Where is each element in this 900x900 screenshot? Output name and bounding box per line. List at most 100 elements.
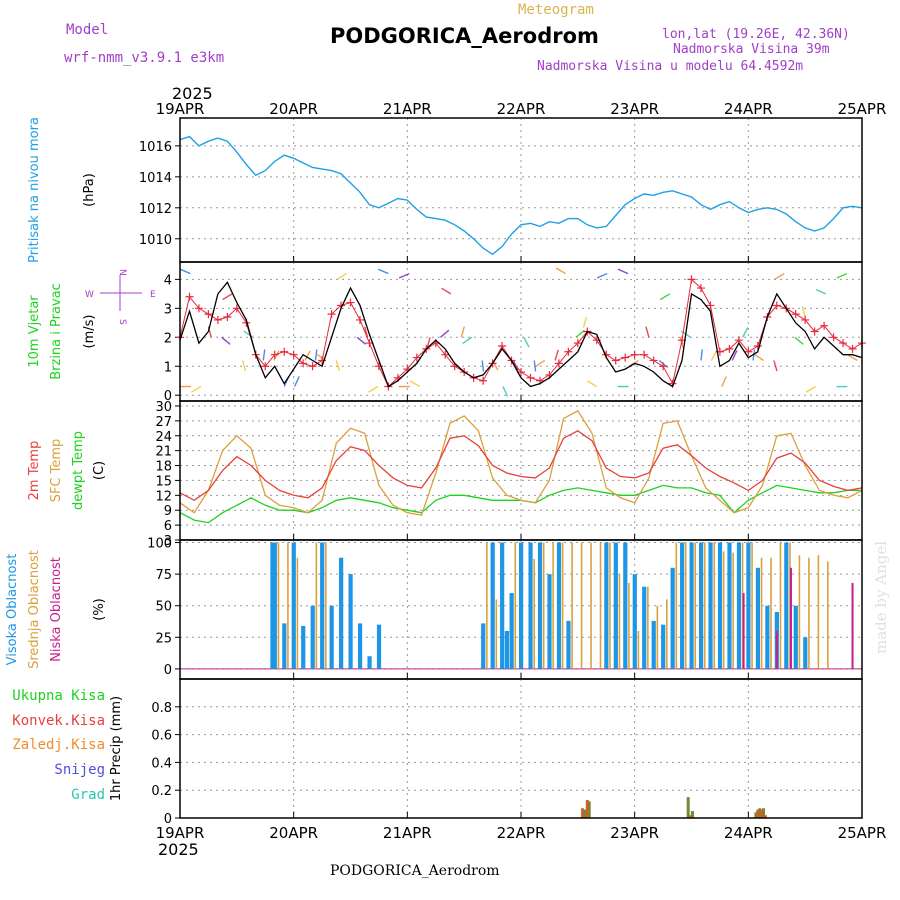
y-tick-label: 75 [155, 568, 172, 583]
y-tick-label: 24 [155, 430, 172, 445]
y-axis-label: Niska Oblacnost [49, 557, 64, 662]
wind-arrow [575, 329, 585, 338]
cloud-bar-high [367, 656, 372, 669]
y-tick-label: 15 [155, 474, 172, 489]
model-elevation-label: Nadmorska Visina u modelu 64.4592m [537, 59, 803, 74]
precip-bar [690, 811, 694, 818]
precip-bar [761, 808, 765, 818]
wind-gust-marker [280, 347, 289, 356]
wind-gust-marker [441, 350, 450, 359]
wind-arrow [462, 336, 473, 344]
cloud-bar-low [789, 567, 792, 669]
y-tick-label: 3 [164, 302, 172, 317]
wind-arrow [262, 349, 266, 361]
cloud-bar-high [642, 586, 647, 669]
y-tick-label: 0 [164, 663, 172, 678]
panel-frame [179, 400, 863, 541]
pressure-line [179, 135, 863, 256]
wind-arrow [364, 326, 369, 338]
cloud-bar-low [742, 593, 745, 669]
y-axis-label: dewpt Temp [71, 431, 86, 510]
cloud-bar-high [272, 542, 277, 669]
wind-gust-marker [839, 339, 848, 348]
compass-east: E [150, 290, 156, 300]
wind-arrow [409, 380, 421, 388]
wind-arrow [356, 336, 367, 345]
wind-gust-marker [554, 359, 563, 368]
elevation-label: Nadmorska Visina 39m [673, 42, 830, 57]
y-tick-label: 21 [155, 445, 172, 460]
y-axis-label: Pritisak na nivou mora [27, 117, 42, 263]
wind-arrow [721, 376, 727, 387]
y-tick-label: 0.6 [151, 729, 172, 744]
wind-gust-marker [744, 347, 753, 356]
cloud-bar-high [490, 542, 495, 669]
wind-arrow [754, 353, 764, 362]
wind-arrow [582, 316, 588, 328]
wind-gust-marker [573, 339, 582, 348]
cloud-bar-high [320, 542, 325, 669]
wind-gust-marker [810, 327, 819, 336]
cloud-bar-high [613, 542, 618, 669]
date-label-bottom: 25APR [838, 824, 887, 842]
date-label-top: 20APR [269, 100, 318, 118]
wind-gust-marker [412, 353, 421, 362]
y-axis-label: Brzina i Pravac [49, 283, 64, 380]
station-title: PODGORICA_Aerodrom [330, 24, 599, 48]
wind-arrow [535, 359, 546, 368]
precip-bar [760, 809, 764, 818]
wind-gust-marker [223, 313, 232, 322]
wind-arrow [847, 354, 858, 362]
precip-legend-item: Snijeg [54, 762, 105, 778]
wind-arrow [221, 336, 231, 345]
wind-arrow [617, 268, 629, 275]
wind-arrow [293, 376, 300, 387]
y-axis-label: (m/s) [82, 315, 97, 349]
cloud-bar-high [376, 624, 382, 669]
wind-gust-marker [611, 356, 620, 365]
cloud-bar-high [291, 542, 296, 669]
cloud-bar-high [504, 630, 509, 669]
y-tick-label: 18 [155, 460, 172, 475]
wind-gust-marker [687, 275, 696, 284]
precip-legend-item: Grad [71, 787, 105, 803]
y-axis-label: Visoka Oblacnost [5, 554, 20, 666]
wind-arrow [836, 272, 848, 279]
wind-arrow [533, 360, 537, 372]
cloud-bar-high [566, 620, 571, 669]
wind-gust-marker [299, 359, 308, 368]
compass-south: S [117, 319, 127, 325]
y-tick-label: 0.8 [151, 701, 172, 716]
cloud-bar-high [339, 557, 344, 669]
model-name: wrf-nmm_v3.9.1 e3km [64, 50, 224, 66]
y-axis-label: (C) [92, 461, 107, 480]
wind-gust-marker [289, 350, 298, 359]
date-label-bottom: 20APR [269, 824, 318, 842]
cloud-bar-low [775, 630, 778, 669]
wind-gust-marker [346, 298, 355, 307]
wind-gust-marker [270, 350, 279, 359]
y-tick-label: 1016 [139, 140, 172, 155]
wind-gust-marker [564, 347, 573, 356]
y-axis-label: Srednja Oblacnost [27, 550, 42, 669]
cloud-bar-high [528, 542, 533, 669]
precip-bar [758, 808, 762, 818]
precip-legend-item: Ukupna Kisa [12, 688, 105, 704]
date-label-top: 21APR [383, 100, 432, 118]
wind-direction-arrows [179, 267, 858, 397]
y-tick-label: 3 [164, 534, 172, 549]
wind-arrow [273, 350, 280, 361]
cloud-bar-high [661, 624, 666, 669]
cloud-bar-high [670, 567, 675, 669]
cloud-bar-high [623, 542, 628, 669]
y-tick-label: 100 [147, 537, 172, 552]
wind-arrow [180, 268, 191, 275]
wind-arrow [243, 330, 254, 338]
precip-bar [763, 815, 767, 818]
y-tick-label: 9 [164, 504, 172, 519]
model-label: Model [66, 22, 108, 38]
wind-gust-marker [318, 356, 327, 365]
precip-bar [587, 801, 591, 818]
wind-gust-marker [204, 310, 213, 319]
